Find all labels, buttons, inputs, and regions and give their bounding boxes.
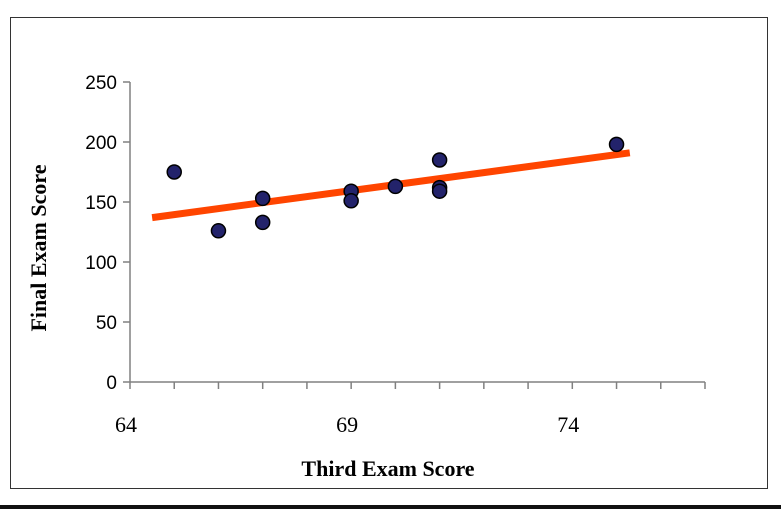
data-point bbox=[343, 193, 359, 209]
axes bbox=[129, 82, 705, 383]
data-point bbox=[431, 183, 448, 199]
data-point bbox=[608, 136, 625, 153]
y-tick-label: 200 bbox=[85, 133, 117, 154]
y-tick-label: 50 bbox=[96, 313, 117, 334]
y-axis-title: Final Exam Score bbox=[26, 164, 51, 331]
data-point bbox=[431, 152, 448, 168]
y-tick-label: 150 bbox=[85, 193, 117, 214]
y-tick-label: 100 bbox=[85, 253, 117, 274]
data-point bbox=[387, 178, 404, 195]
y-tick-label: 0 bbox=[106, 373, 117, 394]
x-axis-title: Third Exam Score bbox=[301, 456, 474, 481]
data-point bbox=[254, 214, 271, 231]
y-axis-ticks: 0 50 100 150 200 250 bbox=[85, 73, 130, 394]
data-point bbox=[166, 164, 182, 180]
x-tick-label: 64 bbox=[115, 412, 137, 437]
points-layer bbox=[166, 136, 625, 239]
chart-frame bbox=[10, 17, 768, 489]
data-point bbox=[210, 223, 227, 239]
x-tick-label: 69 bbox=[336, 412, 358, 437]
bottom-rule bbox=[0, 505, 781, 509]
y-tick-label: 250 bbox=[85, 73, 117, 94]
x-axis-ticks: 64 69 74 bbox=[115, 382, 706, 437]
data-point bbox=[254, 190, 271, 207]
x-tick-label: 74 bbox=[557, 412, 579, 437]
